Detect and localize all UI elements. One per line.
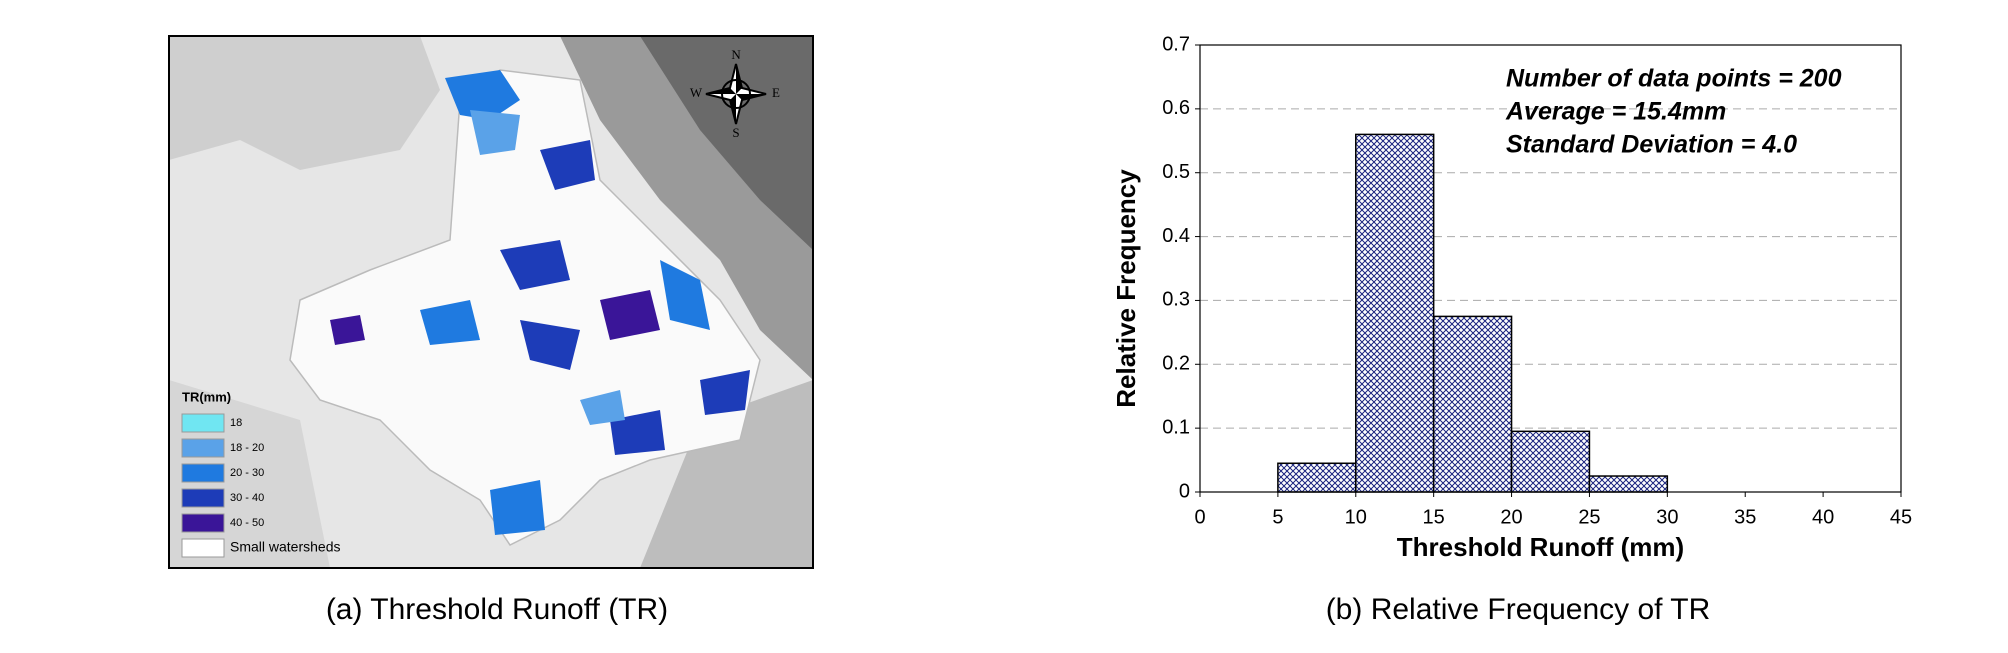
bar xyxy=(1588,475,1669,493)
annotation: Number of data points = 200 xyxy=(1506,65,1842,93)
annotation: Average = 15.4mm xyxy=(1505,98,1726,126)
y-tick-label: 0.1 xyxy=(1162,416,1190,438)
legend-label: 40 - 50 xyxy=(230,517,264,529)
x-tick-label: 35 xyxy=(1734,506,1756,528)
y-tick-label: 0.7 xyxy=(1162,33,1190,55)
bar xyxy=(1277,462,1357,493)
y-tick-label: 0 xyxy=(1179,480,1190,502)
x-axis-label: Threshold Runoff (mm) xyxy=(1397,532,1684,562)
map-frame xyxy=(168,35,814,569)
legend-swatch xyxy=(181,488,225,508)
legend-label: Small watersheds xyxy=(230,539,341,555)
map-legend: 18 18 - 20 20 - 30 30 - 40 40 - 50 Small wate… xyxy=(181,413,341,558)
legend-swatch xyxy=(181,463,225,483)
x-tick-label: 30 xyxy=(1656,506,1678,528)
y-tick-label: 0.3 xyxy=(1162,289,1190,311)
annotation: Standard Deviation = 4.0 xyxy=(1506,131,1797,159)
compass-w: W xyxy=(690,85,703,100)
compass: N E S W xyxy=(690,47,780,140)
y-tick-label: 0.5 xyxy=(1162,161,1190,183)
x-tick-label: 40 xyxy=(1812,506,1834,528)
x-tick-label: 10 xyxy=(1345,506,1367,528)
legend-swatch xyxy=(181,538,225,558)
caption-b: (b) Relative Frequency of TR xyxy=(1326,593,1711,626)
map: N E S W TR(mm) 18 18 - 20 20 - 30 30 - 40 40… xyxy=(168,35,814,626)
legend-label: 18 xyxy=(230,417,242,429)
compass-n: N xyxy=(731,47,741,62)
x-tick-label: 15 xyxy=(1423,506,1445,528)
watersheds xyxy=(330,70,750,535)
caption-a: (a) Threshold Runoff (TR) xyxy=(326,593,668,626)
x-tick-label: 45 xyxy=(1890,506,1912,528)
x-tick-label: 20 xyxy=(1500,506,1522,528)
x-tick-label: 25 xyxy=(1578,506,1600,528)
legend-swatch xyxy=(181,438,225,458)
bar xyxy=(1510,430,1591,493)
legend-label: 30 - 40 xyxy=(230,492,264,504)
y-tick-label: 0.4 xyxy=(1162,225,1190,247)
histogram: 0 0.1 0.2 0.3 0.4 0.5 0.6 0.7 0 5 10 15 20 25 30 35 40 45… xyxy=(1111,33,1912,626)
y-tick-label: 0.6 xyxy=(1162,97,1190,119)
bar xyxy=(1432,315,1513,493)
legend-title: TR(mm) xyxy=(182,389,231,404)
compass-e: E xyxy=(772,85,780,100)
x-tick-label: 0 xyxy=(1194,506,1205,528)
legend-swatch xyxy=(181,413,225,433)
y-tick-label: 0.2 xyxy=(1162,353,1190,375)
legend-swatch xyxy=(181,513,225,533)
x-tick-label: 5 xyxy=(1272,506,1283,528)
plot-frame xyxy=(1199,44,1902,493)
y-axis-label: Relative Frequency xyxy=(1111,169,1141,408)
legend-label: 20 - 30 xyxy=(230,467,264,479)
legend-label: 18 - 20 xyxy=(230,442,264,454)
compass-s: S xyxy=(732,125,739,140)
bar xyxy=(1355,133,1435,493)
